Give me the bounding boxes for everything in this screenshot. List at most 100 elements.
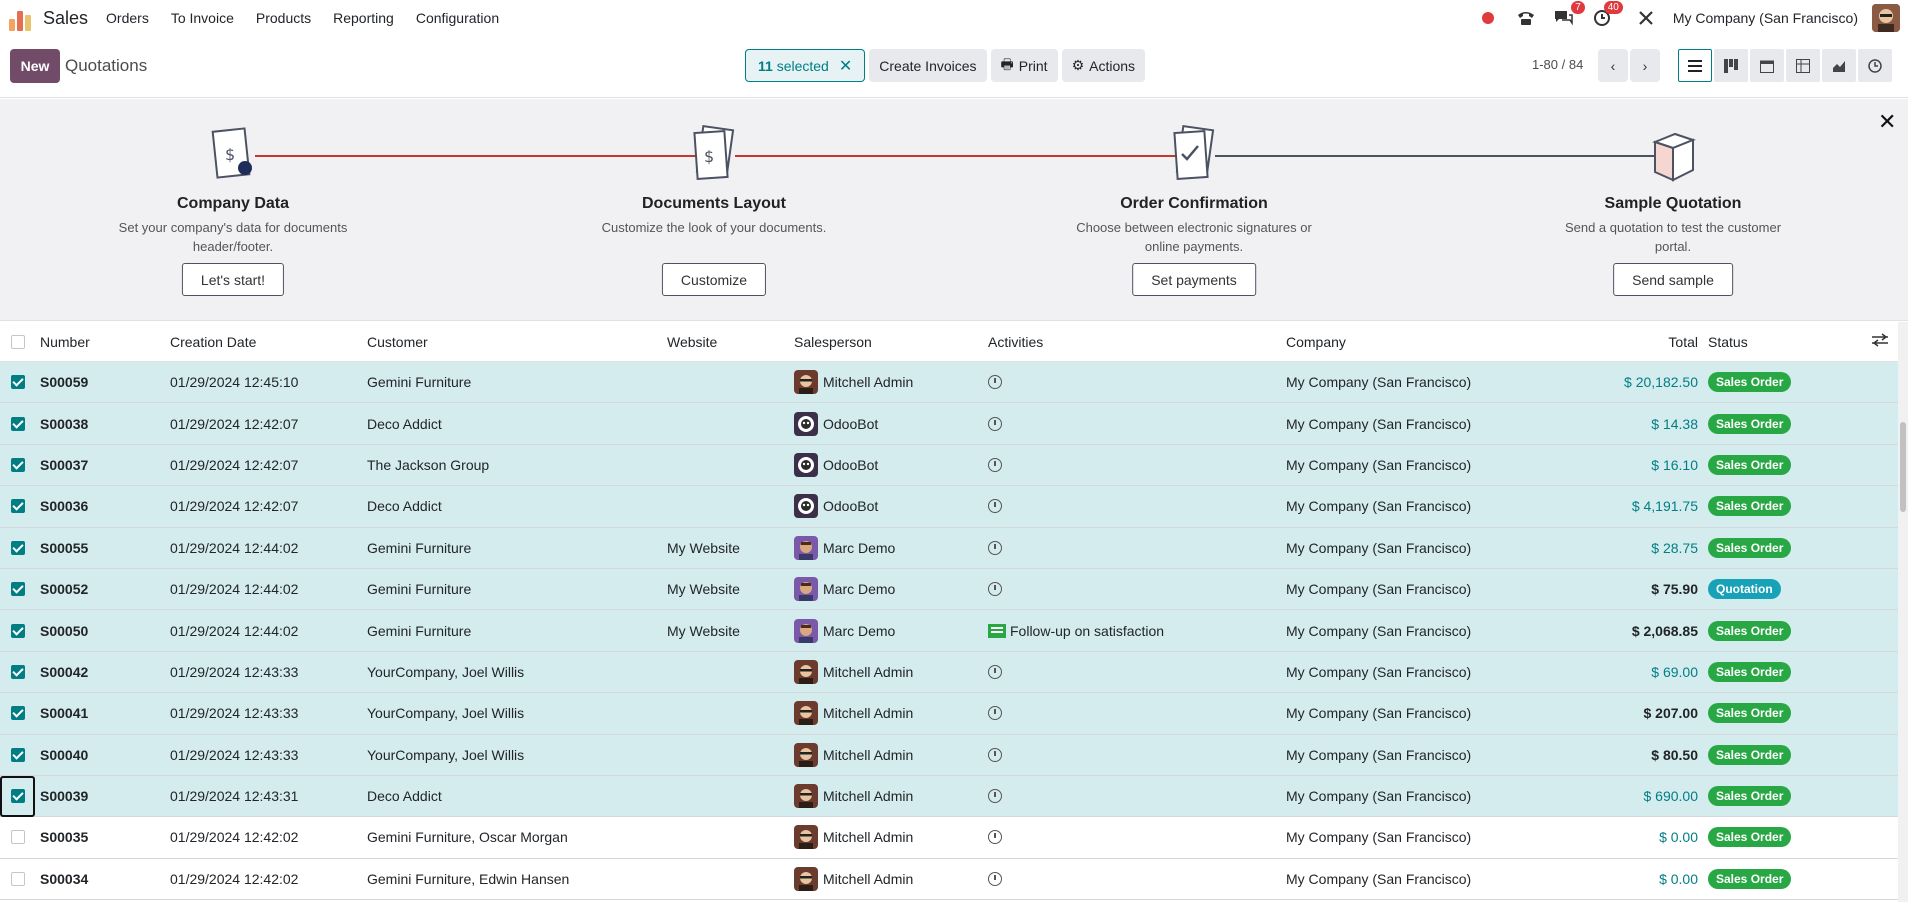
- company-switcher[interactable]: My Company (San Francisco): [1672, 10, 1858, 26]
- col-customer[interactable]: Customer: [367, 333, 428, 350]
- activity-cell[interactable]: [988, 664, 1002, 679]
- table-row[interactable]: S00041 01/29/2024 12:43:33 YourCompany, Jo…: [0, 693, 1898, 735]
- schedule-activity-clock-icon[interactable]: [988, 540, 1002, 555]
- table-row[interactable]: S00036 01/29/2024 12:42:07 Deco Addict Odoo…: [0, 486, 1898, 528]
- close-onboarding-icon[interactable]: ✕: [1878, 109, 1897, 134]
- col-status[interactable]: Status: [1708, 333, 1748, 350]
- activity-cell[interactable]: [988, 457, 1002, 472]
- activity-cell[interactable]: [988, 499, 1002, 514]
- scrollbar-track[interactable]: [1898, 322, 1908, 902]
- list-view-icon[interactable]: [1678, 49, 1712, 82]
- schedule-activity-clock-icon[interactable]: [988, 499, 1002, 514]
- pivot-view-icon[interactable]: [1786, 49, 1820, 82]
- schedule-activity-clock-icon[interactable]: [988, 375, 1002, 390]
- calendar-view-icon[interactable]: [1750, 49, 1784, 82]
- salesperson[interactable]: Mitchell Admin: [794, 742, 913, 767]
- col-creation-date[interactable]: Creation Date: [170, 333, 257, 350]
- kanban-view-icon[interactable]: [1714, 49, 1748, 82]
- recording-dot-icon[interactable]: [1477, 7, 1499, 29]
- col-website[interactable]: Website: [667, 333, 718, 350]
- row-checkbox[interactable]: [11, 747, 25, 762]
- messages-icon[interactable]: 7: [1553, 1, 1585, 29]
- activity-cell[interactable]: [988, 582, 1002, 597]
- activity-cell[interactable]: [988, 706, 1002, 721]
- row-checkbox[interactable]: [11, 623, 25, 638]
- schedule-activity-clock-icon[interactable]: [988, 789, 1002, 804]
- row-checkbox[interactable]: [11, 457, 25, 472]
- app-name[interactable]: Sales: [43, 7, 89, 28]
- pager-next-icon[interactable]: ›: [1630, 49, 1660, 82]
- schedule-activity-clock-icon[interactable]: [988, 871, 1002, 886]
- set-payments-button[interactable]: Set payments: [1132, 263, 1256, 296]
- row-checkbox[interactable]: [11, 789, 25, 804]
- col-number[interactable]: Number: [40, 333, 90, 350]
- schedule-activity-clock-icon[interactable]: [988, 582, 1002, 597]
- row-checkbox[interactable]: [11, 871, 25, 886]
- salesperson[interactable]: Mitchell Admin: [794, 701, 913, 726]
- activity-cell[interactable]: [988, 747, 1002, 762]
- pager-value[interactable]: 1-80 / 84: [1532, 57, 1584, 72]
- menu-orders[interactable]: Orders: [106, 10, 149, 26]
- activity-cell[interactable]: [988, 789, 1002, 804]
- salesperson[interactable]: OdooBot: [794, 494, 878, 519]
- schedule-activity-clock-icon[interactable]: [988, 830, 1002, 845]
- table-row[interactable]: S00055 01/29/2024 12:44:02 Gemini Furnitur…: [0, 527, 1898, 569]
- table-row[interactable]: S00040 01/29/2024 12:43:33 YourCompany, Jo…: [0, 734, 1898, 776]
- clear-selection-icon[interactable]: ✕: [838, 57, 853, 75]
- table-row[interactable]: S00034 01/29/2024 12:42:02 Gemini Furnitur…: [0, 858, 1898, 901]
- col-company[interactable]: Company: [1286, 333, 1346, 350]
- schedule-activity-clock-icon[interactable]: [988, 457, 1002, 472]
- salesperson[interactable]: Marc Demo: [794, 535, 895, 560]
- select-all-checkbox[interactable]: [11, 334, 25, 349]
- table-row[interactable]: S00059 01/29/2024 12:45:10 Gemini Furnitur…: [0, 362, 1898, 404]
- table-row[interactable]: S00037 01/29/2024 12:42:07 The Jackson Gro…: [0, 444, 1898, 487]
- salesperson[interactable]: Mitchell Admin: [794, 825, 913, 850]
- print-button[interactable]: 🖶 Print: [990, 49, 1058, 82]
- table-row[interactable]: S00052 01/29/2024 12:44:02 Gemini Furnitur…: [0, 568, 1898, 611]
- user-avatar[interactable]: [1872, 4, 1900, 32]
- row-checkbox[interactable]: [11, 582, 25, 597]
- table-row[interactable]: S00042 01/29/2024 12:43:33 YourCompany, Jo…: [0, 651, 1898, 694]
- row-checkbox[interactable]: [11, 706, 25, 721]
- row-checkbox[interactable]: [11, 499, 25, 514]
- row-checkbox[interactable]: [11, 664, 25, 679]
- pager-previous-icon[interactable]: ‹: [1598, 49, 1628, 82]
- schedule-activity-clock-icon[interactable]: [988, 664, 1002, 679]
- salesperson[interactable]: OdooBot: [794, 452, 878, 477]
- new-button[interactable]: New: [10, 49, 60, 83]
- salesperson[interactable]: Mitchell Admin: [794, 370, 913, 395]
- activity-cell[interactable]: Follow-up on satisfaction: [988, 623, 1164, 639]
- customize-button[interactable]: Customize: [661, 263, 767, 296]
- activities-clock-icon[interactable]: 40: [1591, 1, 1623, 29]
- create-invoices-button[interactable]: Create Invoices: [869, 49, 987, 82]
- activity-cell[interactable]: [988, 375, 1002, 390]
- sales-app-logo-icon[interactable]: [9, 5, 35, 31]
- selection-badge[interactable]: 11 selected ✕: [745, 49, 866, 82]
- salesperson[interactable]: Mitchell Admin: [794, 659, 913, 684]
- activity-cell[interactable]: [988, 830, 1002, 845]
- actions-button[interactable]: ⚙ Actions: [1061, 49, 1146, 82]
- row-checkbox[interactable]: [11, 830, 25, 845]
- activity-cell[interactable]: [988, 416, 1002, 431]
- table-row[interactable]: S00039 01/29/2024 12:43:31 Deco Addict Mitc…: [0, 775, 1898, 818]
- send-sample-button[interactable]: Send sample: [1613, 263, 1733, 296]
- activity-cell[interactable]: [988, 540, 1002, 555]
- salesperson[interactable]: Mitchell Admin: [794, 866, 913, 891]
- col-salesperson[interactable]: Salesperson: [794, 333, 872, 350]
- schedule-activity-clock-icon[interactable]: [988, 416, 1002, 431]
- schedule-activity-clock-icon[interactable]: [988, 706, 1002, 721]
- salesperson[interactable]: Marc Demo: [794, 577, 895, 602]
- salesperson[interactable]: Mitchell Admin: [794, 784, 913, 809]
- phone-icon[interactable]: [1515, 7, 1537, 29]
- table-row[interactable]: S00038 01/29/2024 12:42:07 Deco Addict Odoo…: [0, 403, 1898, 445]
- optional-columns-icon[interactable]: [1872, 333, 1888, 350]
- row-checkbox[interactable]: [11, 540, 25, 555]
- menu-configuration[interactable]: Configuration: [415, 10, 500, 26]
- scrollbar-thumb[interactable]: [1900, 422, 1906, 512]
- salesperson[interactable]: Marc Demo: [794, 618, 895, 643]
- salesperson[interactable]: OdooBot: [794, 411, 878, 436]
- row-checkbox[interactable]: [11, 375, 25, 390]
- row-checkbox[interactable]: [11, 416, 25, 431]
- activity-cell[interactable]: [988, 871, 1002, 886]
- table-row[interactable]: S00035 01/29/2024 12:42:02 Gemini Furnitur…: [0, 817, 1898, 859]
